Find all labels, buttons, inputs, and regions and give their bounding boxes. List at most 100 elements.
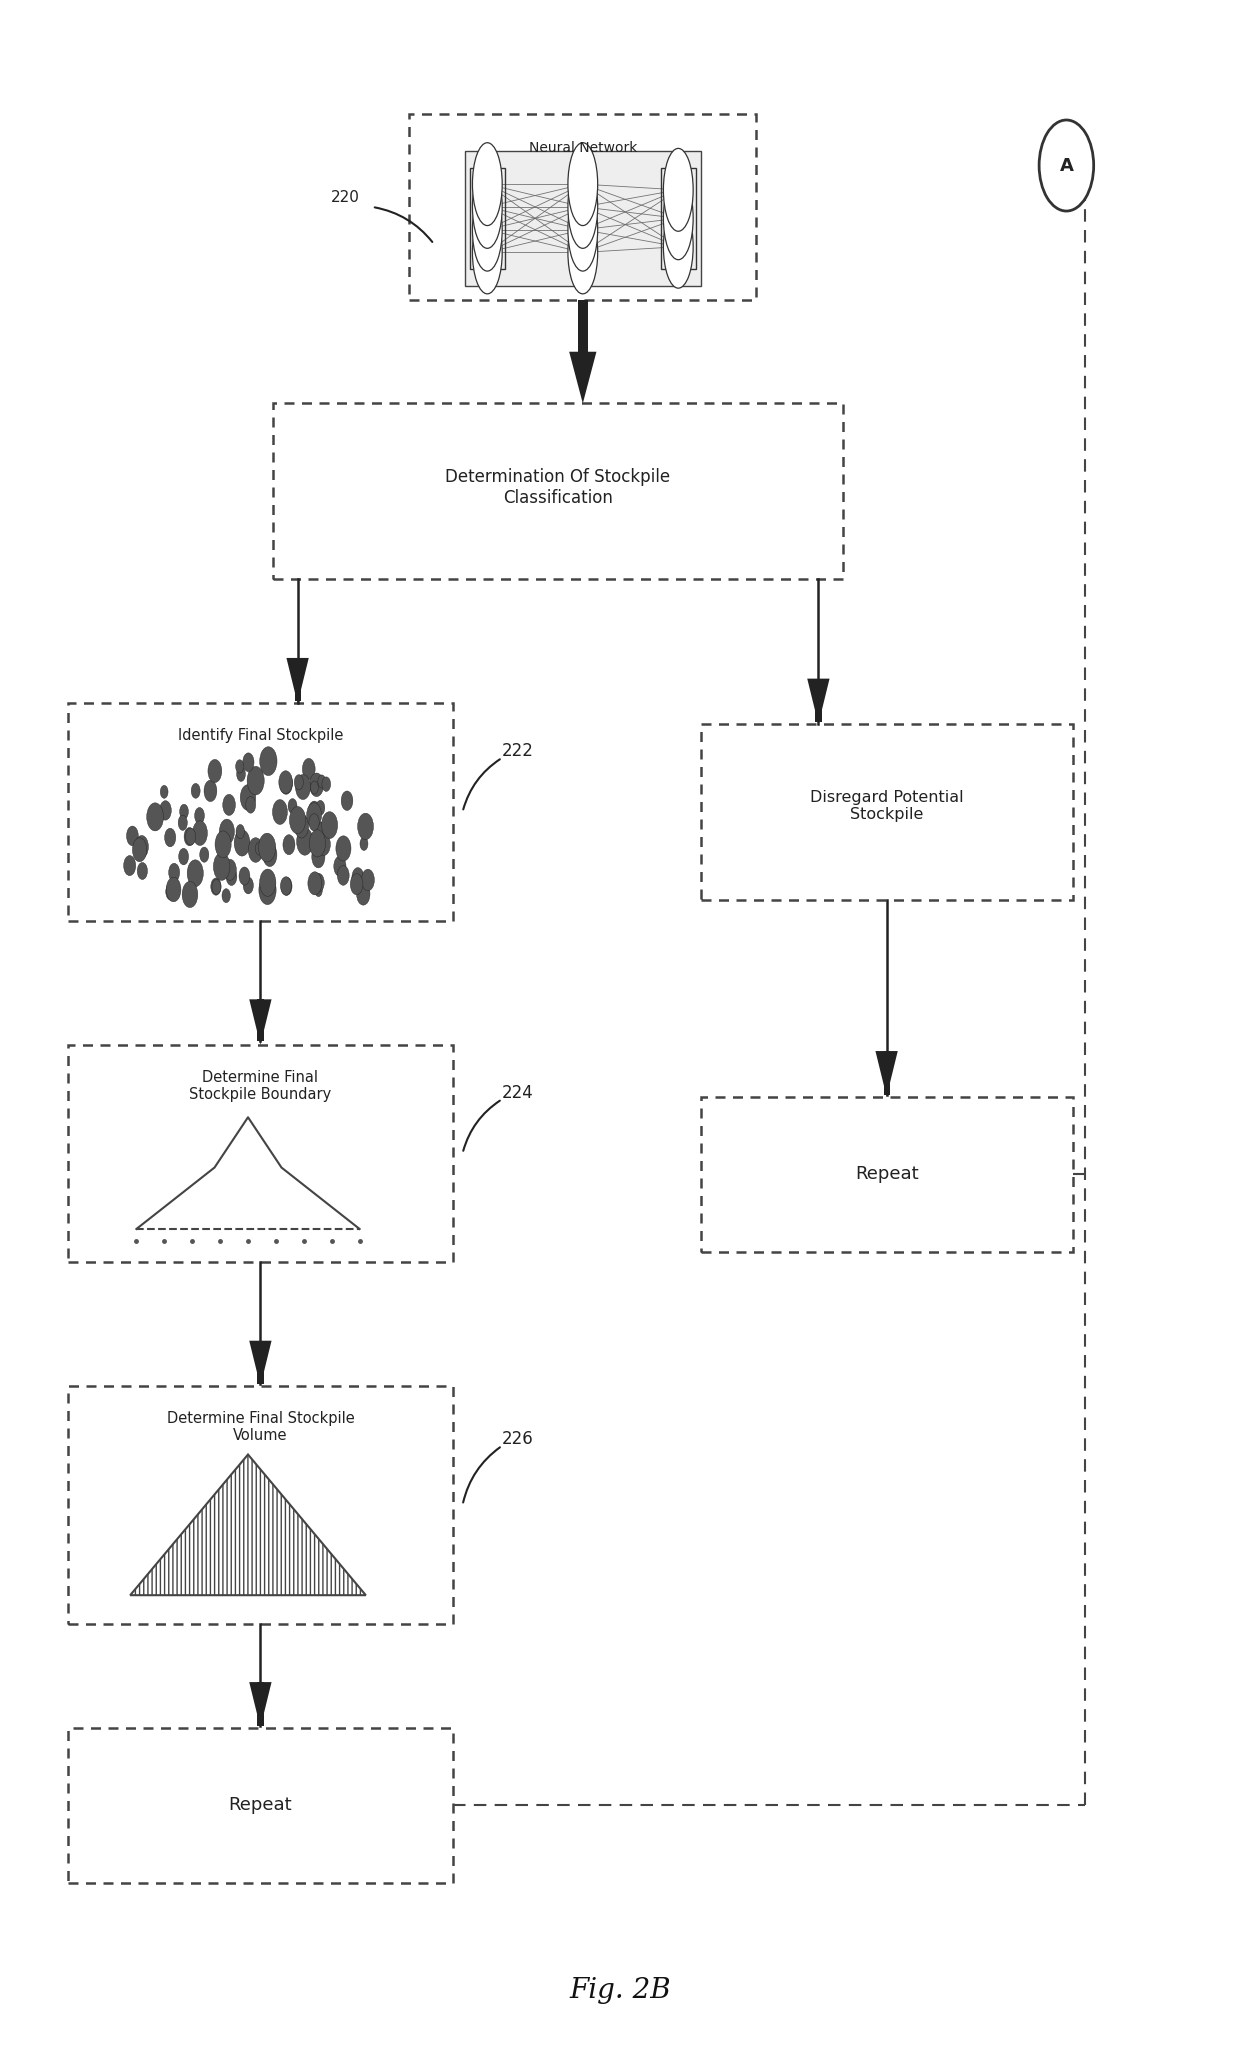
FancyBboxPatch shape <box>701 724 1073 900</box>
Circle shape <box>315 821 327 842</box>
Circle shape <box>288 799 298 813</box>
Circle shape <box>179 815 187 830</box>
Circle shape <box>321 811 337 838</box>
Text: Fig. 2B: Fig. 2B <box>569 1976 671 2005</box>
Circle shape <box>205 780 217 801</box>
Text: Neural Network: Neural Network <box>528 141 637 155</box>
Circle shape <box>239 867 250 886</box>
Circle shape <box>219 819 234 844</box>
Circle shape <box>281 877 293 896</box>
Circle shape <box>124 857 135 875</box>
Polygon shape <box>249 1682 272 1728</box>
Text: Determine Final
Stockpile Boundary: Determine Final Stockpile Boundary <box>190 1070 331 1103</box>
Circle shape <box>303 759 315 780</box>
Text: 220: 220 <box>331 190 360 205</box>
Circle shape <box>280 774 293 794</box>
Circle shape <box>166 883 176 900</box>
Circle shape <box>223 859 237 879</box>
Circle shape <box>146 803 164 832</box>
Text: Determination Of Stockpile
Classification: Determination Of Stockpile Classificatio… <box>445 468 671 507</box>
Polygon shape <box>249 999 272 1045</box>
Circle shape <box>182 881 198 908</box>
Ellipse shape <box>568 166 598 248</box>
Circle shape <box>322 776 331 792</box>
FancyBboxPatch shape <box>68 703 453 921</box>
Circle shape <box>336 836 351 861</box>
Circle shape <box>279 772 293 794</box>
Text: Identify Final Stockpile: Identify Final Stockpile <box>177 728 343 743</box>
FancyBboxPatch shape <box>701 1097 1073 1252</box>
Circle shape <box>160 801 171 819</box>
Text: A: A <box>1059 157 1074 174</box>
Circle shape <box>246 797 255 813</box>
Circle shape <box>192 821 207 846</box>
Circle shape <box>208 759 222 782</box>
FancyBboxPatch shape <box>578 300 588 352</box>
Circle shape <box>160 786 169 799</box>
Circle shape <box>169 863 180 881</box>
Ellipse shape <box>568 143 598 226</box>
Circle shape <box>135 836 149 859</box>
Circle shape <box>191 784 200 799</box>
Circle shape <box>306 803 321 828</box>
Circle shape <box>237 768 246 782</box>
Polygon shape <box>569 352 596 403</box>
Circle shape <box>315 883 322 896</box>
Circle shape <box>165 828 176 846</box>
Circle shape <box>263 842 277 867</box>
FancyBboxPatch shape <box>409 114 756 300</box>
Ellipse shape <box>568 211 598 294</box>
FancyBboxPatch shape <box>295 658 300 701</box>
Text: 222: 222 <box>502 743 534 759</box>
Circle shape <box>259 869 277 896</box>
Circle shape <box>341 790 353 811</box>
FancyBboxPatch shape <box>883 1051 890 1095</box>
Circle shape <box>295 774 310 799</box>
Circle shape <box>223 794 236 815</box>
Circle shape <box>195 807 205 823</box>
Circle shape <box>133 838 146 861</box>
Circle shape <box>352 867 363 888</box>
FancyBboxPatch shape <box>258 1341 263 1384</box>
Circle shape <box>243 877 253 894</box>
Circle shape <box>258 834 275 863</box>
Circle shape <box>184 828 195 846</box>
Circle shape <box>247 766 264 794</box>
Circle shape <box>180 805 188 819</box>
Circle shape <box>255 842 263 854</box>
Circle shape <box>337 865 350 886</box>
Circle shape <box>357 883 370 904</box>
Circle shape <box>310 780 319 794</box>
Circle shape <box>289 807 306 834</box>
Circle shape <box>294 813 309 838</box>
FancyBboxPatch shape <box>258 999 263 1041</box>
Circle shape <box>283 834 295 854</box>
Circle shape <box>314 873 325 892</box>
Circle shape <box>280 877 291 896</box>
Circle shape <box>309 801 320 821</box>
Circle shape <box>311 846 325 867</box>
Circle shape <box>211 877 221 896</box>
Circle shape <box>273 799 288 823</box>
Circle shape <box>138 863 148 879</box>
Circle shape <box>236 759 243 774</box>
Circle shape <box>308 871 321 896</box>
Ellipse shape <box>472 166 502 248</box>
Text: 224: 224 <box>502 1084 534 1101</box>
Circle shape <box>213 852 229 881</box>
Circle shape <box>309 830 326 857</box>
FancyBboxPatch shape <box>465 151 701 286</box>
FancyBboxPatch shape <box>68 1728 453 1883</box>
FancyBboxPatch shape <box>816 679 822 722</box>
Polygon shape <box>875 1051 898 1097</box>
Circle shape <box>309 813 319 832</box>
Circle shape <box>243 753 254 772</box>
FancyBboxPatch shape <box>68 1386 453 1624</box>
Circle shape <box>187 861 203 888</box>
Circle shape <box>294 774 304 790</box>
Circle shape <box>248 838 263 863</box>
Circle shape <box>215 832 231 859</box>
Circle shape <box>351 873 363 894</box>
Circle shape <box>362 869 374 892</box>
Circle shape <box>357 813 373 840</box>
